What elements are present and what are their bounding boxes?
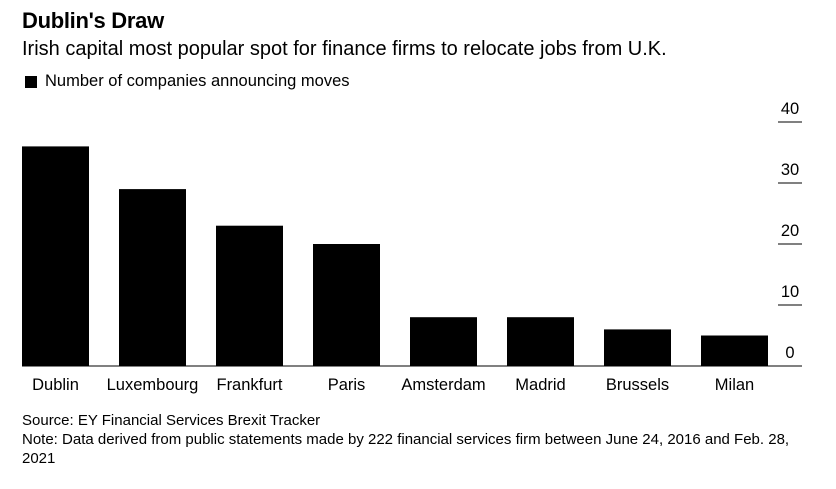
category-label-milan: Milan [715,376,754,394]
bar-milan [701,335,768,366]
chart-title: Dublin's Draw [22,8,164,33]
category-label-dublin: Dublin [32,376,79,394]
chart-subtitle: Irish capital most popular spot for fina… [22,38,667,60]
y-tick-label: 10 [781,283,799,301]
legend-label: Number of companies announcing moves [45,72,350,90]
category-label-luxembourg: Luxembourg [107,376,199,394]
bars-group [22,146,802,367]
legend: Number of companies announcing moves [22,72,350,91]
y-tick-label: 0 [785,344,794,362]
category-label-brussels: Brussels [606,376,669,394]
category-label-paris: Paris [328,376,366,394]
bar-dublin [22,146,89,366]
bar-brussels [604,329,671,366]
y-tick-label: 20 [781,222,799,240]
data-note: Note: Data derived from public statement… [22,431,790,467]
y-axis: 0 10 20 30 40 [778,100,802,362]
bar-paris [313,244,380,366]
category-label-madrid: Madrid [515,376,565,394]
category-label-frankfurt: Frankfurt [216,376,282,394]
y-tick-label: 40 [781,100,799,118]
bar-frankfurt [216,225,283,366]
bar-luxembourg [119,189,186,366]
legend-swatch [25,75,37,88]
bar-amsterdam [410,317,477,366]
source-note: Source: EY Financial Services Brexit Tra… [22,412,321,429]
x-axis-labels: Dublin Luxembourg Frankfurt Paris Amsterdam M… [32,376,754,394]
category-label-amsterdam: Amsterdam [401,376,485,394]
bar-madrid [507,317,574,366]
y-tick-label: 30 [781,161,799,179]
chart-footer: Source: EY Financial Services Brexit Tra… [22,411,822,468]
